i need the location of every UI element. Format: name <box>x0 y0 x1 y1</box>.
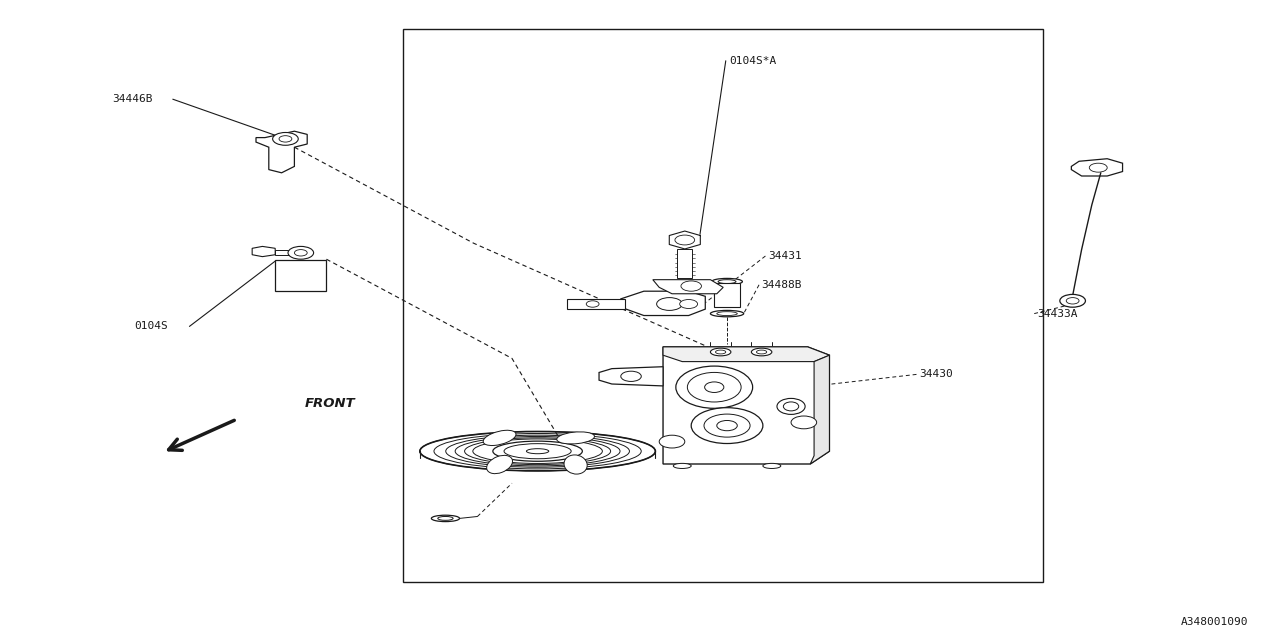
Ellipse shape <box>676 366 753 408</box>
Polygon shape <box>663 347 829 362</box>
Polygon shape <box>256 131 307 173</box>
Ellipse shape <box>431 515 460 522</box>
Text: 34488B: 34488B <box>762 280 803 290</box>
Polygon shape <box>810 355 829 464</box>
Text: 0104S*A: 0104S*A <box>730 56 777 66</box>
Polygon shape <box>621 291 705 316</box>
Text: 0104S: 0104S <box>134 321 168 332</box>
Circle shape <box>791 416 817 429</box>
Ellipse shape <box>751 348 772 356</box>
Circle shape <box>680 300 698 308</box>
Polygon shape <box>669 231 700 249</box>
Circle shape <box>691 408 763 444</box>
Ellipse shape <box>564 455 588 474</box>
Polygon shape <box>663 347 829 464</box>
Bar <box>567 299 625 309</box>
Polygon shape <box>599 367 663 386</box>
Ellipse shape <box>710 310 744 317</box>
Ellipse shape <box>486 456 512 474</box>
Ellipse shape <box>763 463 781 468</box>
Ellipse shape <box>526 449 549 454</box>
Ellipse shape <box>710 348 731 356</box>
Circle shape <box>273 132 298 145</box>
Text: 34446B: 34446B <box>113 94 154 104</box>
Polygon shape <box>653 280 723 294</box>
Text: 34431: 34431 <box>768 251 801 261</box>
Text: A348001090: A348001090 <box>1180 617 1248 627</box>
Ellipse shape <box>673 463 691 468</box>
Bar <box>677 249 692 278</box>
Circle shape <box>288 246 314 259</box>
Polygon shape <box>1071 159 1123 176</box>
Ellipse shape <box>712 278 742 285</box>
Polygon shape <box>252 246 275 257</box>
Ellipse shape <box>483 430 516 445</box>
Text: 34433A: 34433A <box>1037 308 1078 319</box>
Ellipse shape <box>493 441 582 461</box>
Circle shape <box>659 435 685 448</box>
Ellipse shape <box>777 398 805 415</box>
Bar <box>275 250 298 255</box>
Bar <box>275 260 326 291</box>
Text: FRONT: FRONT <box>305 397 356 410</box>
Bar <box>714 283 740 307</box>
Ellipse shape <box>557 432 594 444</box>
Ellipse shape <box>438 516 453 520</box>
Circle shape <box>1060 294 1085 307</box>
Text: 34430: 34430 <box>919 369 952 380</box>
Bar <box>403 29 1043 582</box>
